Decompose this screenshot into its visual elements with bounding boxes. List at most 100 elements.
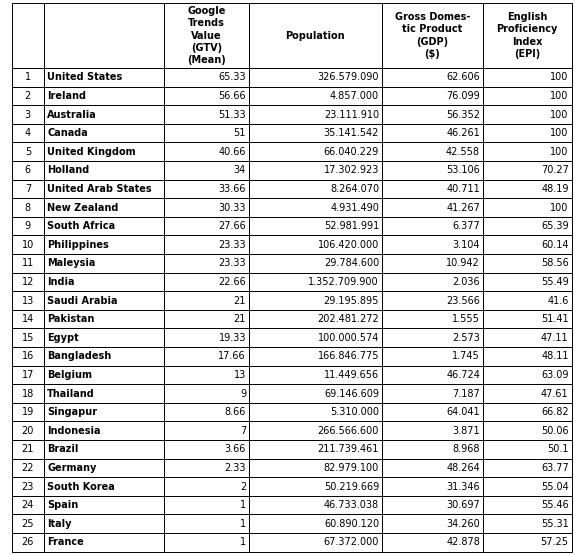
Bar xyxy=(44,496,164,514)
Text: South Africa: South Africa xyxy=(47,221,115,231)
Bar xyxy=(249,496,382,514)
Bar xyxy=(44,254,164,273)
Bar xyxy=(44,68,164,87)
Bar xyxy=(12,68,44,87)
Text: Pakistan: Pakistan xyxy=(47,314,94,324)
Bar xyxy=(44,366,164,384)
Text: Indonesia: Indonesia xyxy=(47,426,101,436)
Text: 69.146.609: 69.146.609 xyxy=(324,388,379,398)
Text: Italy: Italy xyxy=(47,519,72,529)
Bar xyxy=(483,366,572,384)
Text: 48.19: 48.19 xyxy=(541,184,569,194)
Text: 7: 7 xyxy=(25,184,31,194)
Bar xyxy=(249,68,382,87)
Bar xyxy=(249,440,382,458)
Text: 47.11: 47.11 xyxy=(541,333,569,343)
Bar xyxy=(483,514,572,533)
Text: 21: 21 xyxy=(233,296,246,306)
Text: 266.566.600: 266.566.600 xyxy=(317,426,379,436)
Bar xyxy=(483,291,572,310)
Text: United Kingdom: United Kingdom xyxy=(47,147,136,157)
Bar xyxy=(483,496,572,514)
Text: 22.66: 22.66 xyxy=(218,277,246,287)
Text: South Korea: South Korea xyxy=(47,482,115,492)
Bar xyxy=(44,384,164,403)
Bar xyxy=(164,514,249,533)
Bar xyxy=(249,421,382,440)
Bar xyxy=(249,235,382,254)
Text: 100: 100 xyxy=(550,91,569,101)
Bar xyxy=(483,68,572,87)
Bar xyxy=(12,198,44,217)
Bar xyxy=(44,273,164,291)
Text: 18: 18 xyxy=(22,388,34,398)
Bar xyxy=(249,273,382,291)
Text: 66.82: 66.82 xyxy=(541,407,569,417)
Text: United States: United States xyxy=(47,72,122,82)
Bar xyxy=(164,329,249,347)
Bar xyxy=(483,403,572,421)
Text: Brazil: Brazil xyxy=(47,445,79,455)
Bar xyxy=(12,366,44,384)
Text: 16: 16 xyxy=(22,351,34,361)
Text: 56.352: 56.352 xyxy=(446,109,480,119)
Bar xyxy=(44,421,164,440)
Text: 56.66: 56.66 xyxy=(218,91,246,101)
Bar xyxy=(249,3,382,68)
Text: 41.6: 41.6 xyxy=(547,296,569,306)
Bar xyxy=(44,477,164,496)
Text: 8.264.070: 8.264.070 xyxy=(330,184,379,194)
Bar xyxy=(483,254,572,273)
Bar xyxy=(483,310,572,329)
Text: 3: 3 xyxy=(25,109,31,119)
Text: 46.733.038: 46.733.038 xyxy=(324,500,379,510)
Bar xyxy=(382,347,483,366)
Bar xyxy=(164,421,249,440)
Text: Belgium: Belgium xyxy=(47,370,92,380)
Bar xyxy=(12,458,44,477)
Text: 48.11: 48.11 xyxy=(541,351,569,361)
Text: 50.219.669: 50.219.669 xyxy=(324,482,379,492)
Text: 23: 23 xyxy=(22,482,34,492)
Bar xyxy=(44,3,164,68)
Bar xyxy=(44,143,164,161)
Text: 7.187: 7.187 xyxy=(453,388,480,398)
Text: 1: 1 xyxy=(25,72,31,82)
Bar xyxy=(382,161,483,180)
Text: 30.697: 30.697 xyxy=(446,500,480,510)
Bar xyxy=(44,310,164,329)
Bar xyxy=(483,533,572,552)
Bar xyxy=(382,198,483,217)
Text: 34.260: 34.260 xyxy=(446,519,480,529)
Text: 106.420.000: 106.420.000 xyxy=(318,240,379,250)
Text: 100: 100 xyxy=(550,128,569,138)
Bar xyxy=(164,235,249,254)
Text: 30.33: 30.33 xyxy=(218,203,246,213)
Bar xyxy=(44,124,164,143)
Bar xyxy=(12,143,44,161)
Text: 1: 1 xyxy=(240,500,246,510)
Text: 100.000.574: 100.000.574 xyxy=(317,333,379,343)
Bar xyxy=(44,514,164,533)
Bar xyxy=(164,533,249,552)
Bar xyxy=(44,329,164,347)
Bar xyxy=(164,347,249,366)
Text: 42.878: 42.878 xyxy=(446,537,480,547)
Bar xyxy=(164,217,249,235)
Text: 1: 1 xyxy=(240,537,246,547)
Bar xyxy=(12,477,44,496)
Bar xyxy=(12,440,44,458)
Bar xyxy=(44,533,164,552)
Bar xyxy=(382,440,483,458)
Text: 23.111.910: 23.111.910 xyxy=(324,109,379,119)
Bar xyxy=(249,217,382,235)
Text: 7: 7 xyxy=(240,426,246,436)
Text: 51: 51 xyxy=(233,128,246,138)
Text: 100: 100 xyxy=(550,72,569,82)
Bar xyxy=(382,143,483,161)
Text: 40.66: 40.66 xyxy=(218,147,246,157)
Bar xyxy=(44,87,164,105)
Bar xyxy=(164,124,249,143)
Text: 17.66: 17.66 xyxy=(218,351,246,361)
Bar xyxy=(382,384,483,403)
